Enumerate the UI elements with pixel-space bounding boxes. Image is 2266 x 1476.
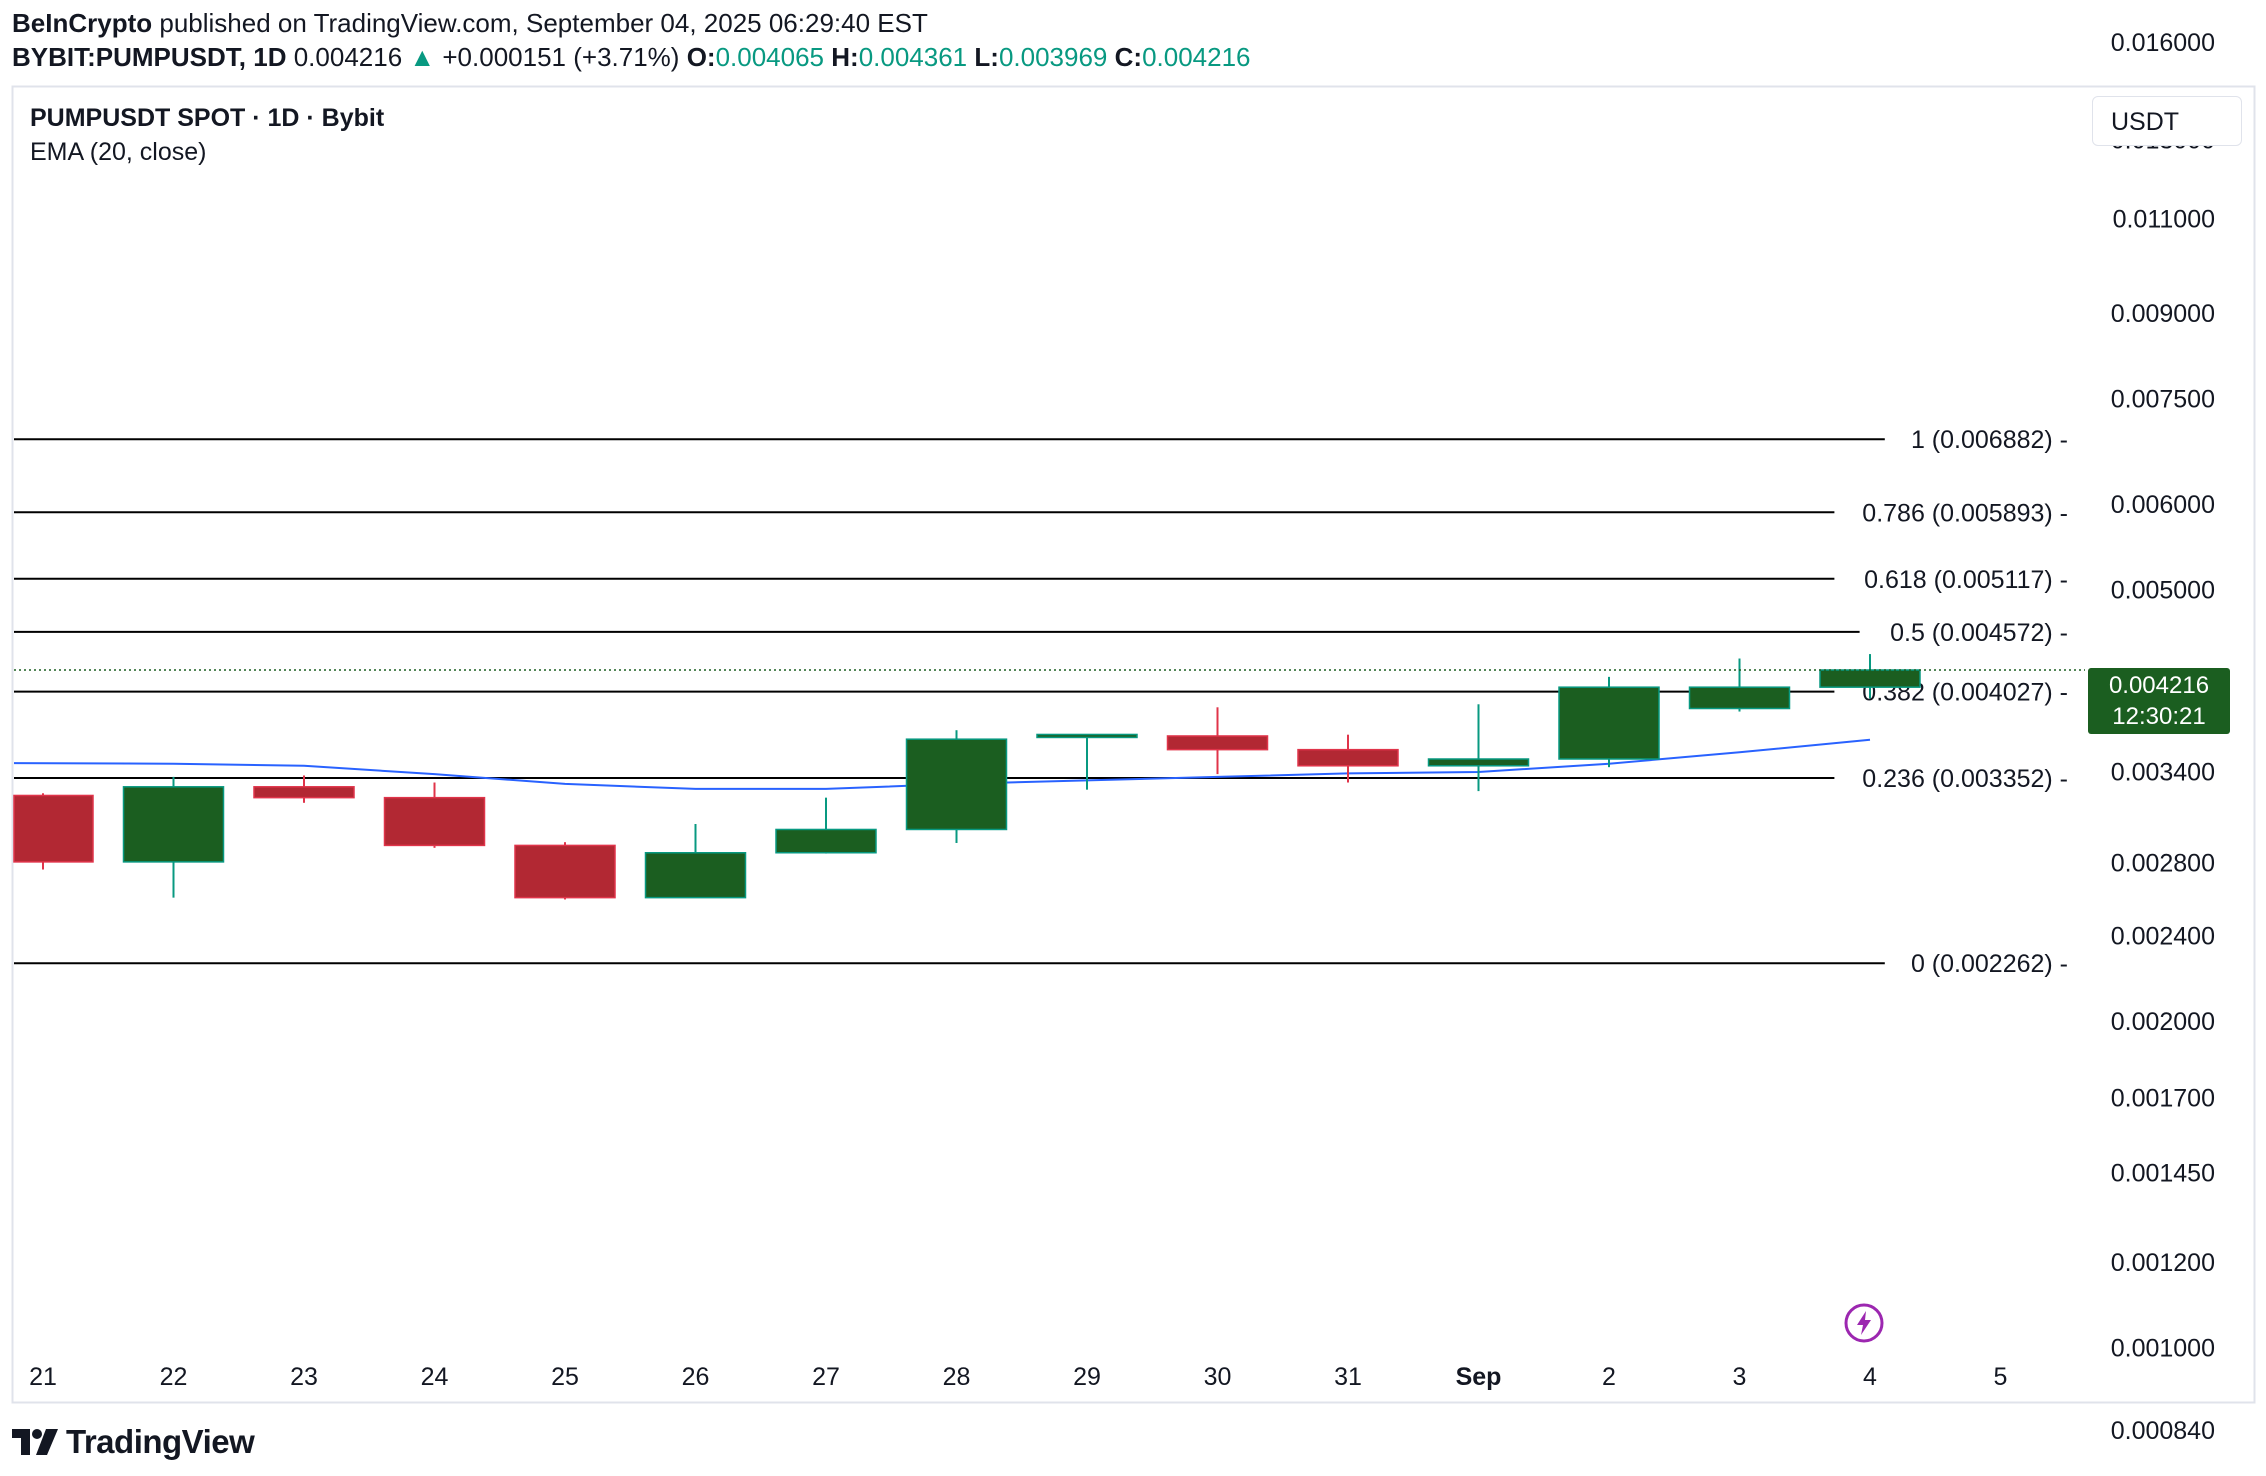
tradingview-logo-text: TradingView (66, 1423, 255, 1460)
candle-body (514, 844, 616, 899)
fib-level-label[interactable]: 0.786 (0.005893) - (1862, 499, 2068, 527)
x-tick-label: 26 (682, 1363, 710, 1391)
low-value: 0.003969 (998, 42, 1108, 72)
y-tick-label: 0.000840 (2111, 1417, 2215, 1445)
candle-body (1166, 735, 1269, 751)
x-tick-label: 4 (1863, 1363, 1877, 1391)
fib-level-label[interactable]: 0.236 (0.003352) - (1862, 765, 2068, 793)
last-value: 0.004216 (293, 42, 403, 72)
series-legend[interactable]: PUMPUSDT SPOT · 1D · Bybit (30, 104, 385, 132)
candle-body (122, 786, 225, 863)
bullish-candle[interactable] (1558, 676, 1660, 768)
y-tick-label: 0.007500 (2111, 386, 2215, 414)
x-tick-label: 29 (1073, 1363, 1101, 1391)
y-tick-label: 0.002400 (2111, 922, 2215, 950)
y-tick-label: 0.003400 (2111, 758, 2215, 786)
last-price-tag: 0.004216 12:30:21 (2088, 668, 2230, 734)
indicator-legend[interactable]: EMA (20, close) (30, 138, 207, 166)
tradingview-logo[interactable]: TradingView (12, 1420, 255, 1464)
x-tick-label: 25 (551, 1363, 579, 1391)
x-axis[interactable]: 21 22 23 24 25 26 27 28 29 30 31 Sep 2 3 4 5 (29, 1363, 2007, 1391)
candle-body (1558, 686, 1660, 760)
bearish-candle[interactable] (383, 782, 486, 848)
close-value: 0.004216 (1142, 42, 1251, 72)
candle-body (1427, 758, 1530, 767)
y-tick-label: 0.016000 (2111, 29, 2215, 57)
x-tick-label: 28 (943, 1363, 971, 1391)
y-tick-label: 0.001000 (2111, 1335, 2215, 1363)
bullish-candle[interactable] (122, 776, 225, 898)
y-tick-label: 0.001700 (2111, 1085, 2215, 1113)
publish-info: BeInCrypto published on TradingView.com,… (12, 8, 928, 39)
open-value: 0.004065 (715, 42, 825, 72)
candle-body (1036, 733, 1138, 739)
fib-level-label[interactable]: 0.5 (0.004572) - (1890, 619, 2068, 647)
x-tick-label: 2 (1602, 1363, 1616, 1391)
x-tick-label: 21 (29, 1363, 57, 1391)
bullish-candle[interactable] (905, 730, 1008, 843)
bullish-candle[interactable] (1036, 733, 1138, 790)
candle-body (644, 852, 747, 899)
x-tick-label: 24 (421, 1363, 449, 1391)
x-tick-label: 3 (1733, 1363, 1747, 1391)
bar-countdown: 12:30:21 (2112, 703, 2206, 730)
candle-body (1688, 686, 1791, 710)
candles[interactable] (13, 654, 1921, 900)
candle-body (13, 794, 94, 863)
bearish-candle[interactable] (253, 775, 355, 803)
y-tick-label: 0.001450 (2111, 1160, 2215, 1188)
candle-body (905, 738, 1008, 831)
y-tick-label: 0.011000 (2113, 205, 2215, 233)
currency-button[interactable]: USDT (2092, 96, 2242, 146)
x-tick-label: 5 (1994, 1363, 2008, 1391)
x-tick-label: 22 (160, 1363, 188, 1391)
y-tick-label: 0.001200 (2111, 1249, 2215, 1277)
candle-body (383, 796, 486, 847)
bearish-candle[interactable] (514, 842, 616, 900)
candle-body (1819, 669, 1921, 688)
chart-frame (11, 85, 2256, 1404)
candle-body (253, 786, 355, 799)
low-label: L: (974, 42, 999, 72)
y-tick-label: 0.005000 (2111, 577, 2215, 605)
change-value: +0.000151 (+3.71%) (442, 42, 680, 72)
fib-level-label[interactable]: 0.618 (0.005117) - (1864, 566, 2068, 594)
y-axis[interactable]: 0.0160000.0130000.0110000.0090000.007500… (2111, 29, 2215, 1445)
y-tick-label: 0.006000 (2111, 491, 2215, 519)
bullish-candle[interactable] (1688, 658, 1791, 712)
candle-body (1297, 748, 1399, 767)
symbol-info: BYBIT:PUMPUSDT, 1D 0.004216 ▲ +0.000151 … (12, 42, 1251, 73)
fib-levels[interactable]: 1 (0.006882) - 0.786 (0.005893) - 0.618 (0… (14, 426, 2068, 978)
close-label: C: (1114, 42, 1143, 72)
x-tick-label: Sep (1456, 1363, 1502, 1391)
y-tick-label: 0.009000 (2111, 300, 2215, 328)
tradingview-logo-icon (12, 1429, 58, 1455)
high-label: H: (831, 42, 859, 72)
bullish-candle[interactable] (1819, 654, 1921, 699)
bullish-candle[interactable] (775, 797, 877, 854)
y-tick-label: 0.002000 (2111, 1008, 2215, 1036)
high-value: 0.004361 (858, 42, 968, 72)
last-price-value: 0.004216 (2108, 672, 2210, 699)
up-arrow-icon: ▲ (409, 42, 436, 72)
publisher-name[interactable]: BeInCrypto (12, 8, 153, 38)
x-tick-label: 23 (290, 1363, 318, 1391)
x-tick-label: 31 (1334, 1363, 1362, 1391)
symbol-label: BYBIT:PUMPUSDT, 1D (12, 42, 287, 72)
open-label: O: (686, 42, 716, 72)
fib-level-label[interactable]: 0 (0.002262) - (1911, 950, 2068, 978)
bearish-candle[interactable] (13, 793, 94, 870)
bullish-candle[interactable] (1427, 704, 1530, 792)
y-tick-label: 0.002800 (2111, 850, 2215, 878)
fib-level-label[interactable]: 1 (0.006882) - (1911, 426, 2068, 454)
bullish-candle[interactable] (644, 824, 747, 899)
x-tick-label: 27 (812, 1363, 840, 1391)
x-tick-label: 30 (1204, 1363, 1232, 1391)
publish-text: published on TradingView.com, September … (159, 8, 928, 38)
bearish-candle[interactable] (1297, 734, 1399, 783)
bearish-candle[interactable] (1166, 707, 1269, 775)
lightning-icon[interactable] (1843, 1302, 1885, 1344)
candle-body (775, 828, 877, 854)
